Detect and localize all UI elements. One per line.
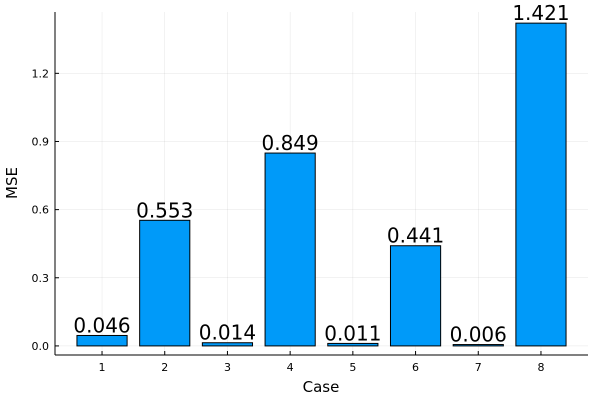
bars: [76, 22, 567, 347]
tick-labels: 1 2 3 4 5 6 7 8 0.0 0.3 0.6 0.9 1.2: [32, 67, 545, 374]
bar: [452, 344, 504, 347]
bar: [515, 22, 567, 347]
x-tick-label: 1: [99, 361, 106, 374]
y-tick-label: 0.0: [32, 340, 50, 353]
data-labels: 0.046 0.553 0.014 0.849 0.011 0.441 0.006 1.421: [73, 1, 569, 346]
x-tick-label: 4: [287, 361, 294, 374]
bar: [201, 342, 254, 347]
x-tick-label: 2: [161, 361, 168, 374]
bar-value-label: 0.006: [450, 323, 507, 347]
bar-value-label: 0.849: [262, 131, 319, 155]
bar-value-label: 0.014: [199, 321, 256, 345]
bar-value-label: 0.553: [136, 198, 193, 222]
bar-value-label: 0.011: [324, 321, 381, 345]
bar-value-label: 1.421: [512, 1, 569, 25]
bar: [76, 334, 128, 347]
bar: [139, 219, 191, 347]
bar-value-label: 0.441: [387, 224, 444, 248]
x-tick-label: 6: [412, 361, 419, 374]
x-tick-label: 7: [475, 361, 482, 374]
y-tick-label: 0.3: [32, 272, 50, 285]
x-axis-title: Case: [303, 378, 340, 396]
bar-value-label: 0.046: [73, 313, 130, 337]
bar: [327, 342, 379, 347]
bar: [389, 245, 442, 347]
bar: [264, 152, 316, 347]
y-tick-label: 1.2: [32, 67, 50, 80]
axes: [54, 12, 588, 356]
x-tick-label: 8: [537, 361, 544, 374]
x-tick-label: 5: [349, 361, 356, 374]
y-tick-label: 0.9: [32, 135, 50, 148]
x-tick-label: 3: [224, 361, 231, 374]
y-axis-title: MSE: [3, 167, 21, 199]
y-tick-label: 0.6: [32, 204, 50, 217]
